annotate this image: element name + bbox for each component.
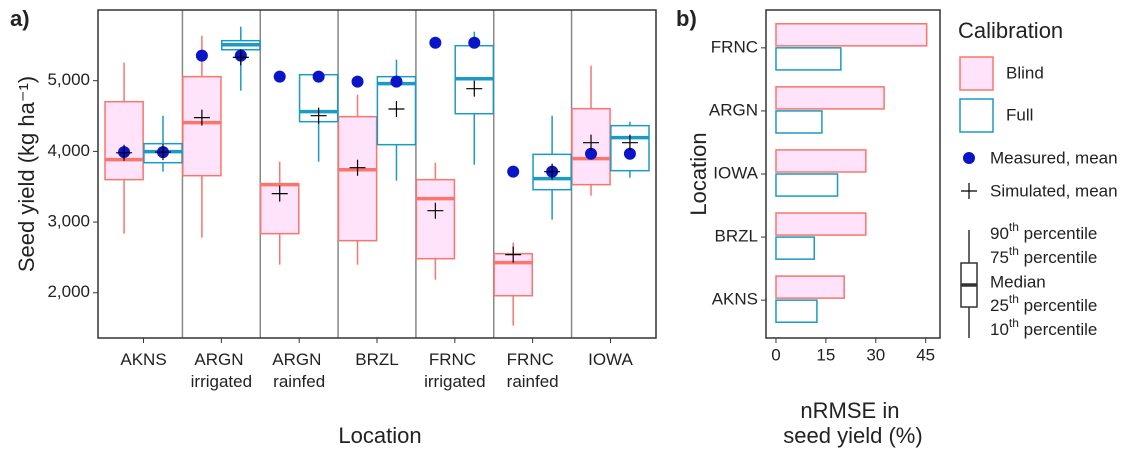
measured-mean: [351, 75, 364, 88]
y-tick-label: 5,000: [47, 70, 90, 89]
simulated-mean: [388, 100, 405, 117]
measured-mean: [390, 75, 403, 88]
simulated-mean: [271, 185, 288, 202]
y-tick-label: 3,000: [47, 212, 90, 231]
x-tick-label: FRNC rainfed: [507, 350, 559, 391]
y-tick-label: 4,000: [47, 141, 90, 160]
legend-label: Measured, mean: [990, 148, 1118, 167]
y-tick-label: FRNC: [711, 37, 758, 56]
x-tick-label: 15: [816, 345, 835, 364]
bar: [775, 110, 823, 134]
y-tick-label: BRZL: [715, 227, 758, 246]
x-tick-label: ARGN rainfed: [272, 350, 326, 391]
x-tick-label: FRNC irrigated: [424, 350, 485, 391]
measured-mean: [623, 147, 636, 160]
measured-mean: [468, 36, 481, 49]
bar: [775, 275, 845, 299]
box: [415, 178, 456, 260]
measured-mean: [507, 165, 520, 178]
legend-simulated: [961, 183, 977, 199]
x-tick-label: BRZL: [355, 350, 398, 369]
y-axis-title: Seed yield (kg ha⁻¹): [14, 76, 39, 272]
simulated-mean: [349, 159, 366, 176]
bar: [775, 86, 885, 110]
bar: [775, 212, 867, 236]
panel-label: a): [10, 6, 30, 31]
legend-box-label: 25th percentile: [990, 292, 1097, 315]
bar: [775, 299, 818, 323]
box: [182, 75, 222, 177]
bar: [775, 173, 839, 197]
simulated-mean: [310, 107, 327, 124]
plot-border: [765, 9, 941, 339]
x-tick-label: 45: [916, 345, 935, 364]
legend-label: Full: [1006, 105, 1033, 124]
simulated-mean: [621, 134, 638, 151]
x-tick-label: IOWA: [588, 350, 633, 369]
x-tick-label: ARGN irrigated: [191, 350, 252, 391]
bar: [775, 149, 867, 173]
panel-label: b): [676, 6, 697, 31]
box: [104, 100, 144, 181]
simulated-mean: [427, 202, 444, 219]
simulated-mean: [116, 144, 133, 161]
y-tick-label: ARGN: [709, 100, 758, 119]
simulated-mean: [583, 134, 600, 151]
y-tick-label: 2,000: [47, 282, 90, 301]
bar: [775, 47, 842, 71]
legend-label: Blind: [1006, 63, 1044, 82]
simulated-mean: [154, 144, 171, 161]
measured-mean: [312, 70, 325, 83]
x-tick-label: 30: [866, 345, 885, 364]
bar: [775, 23, 928, 47]
legend-label: Simulated, mean: [990, 181, 1118, 200]
legend-key: [959, 98, 994, 133]
x-tick-label: AKNS: [120, 350, 166, 369]
measured-mean: [273, 70, 286, 83]
legend-key: [959, 56, 994, 91]
simulated-mean: [193, 109, 210, 126]
bar: [775, 236, 815, 260]
x-axis-title: nRMSE in seed yield (%): [783, 398, 922, 448]
measured-mean: [195, 49, 208, 62]
plot-border: [97, 9, 657, 339]
legend-box-label: 75th percentile: [990, 244, 1097, 267]
simulated-mean: [505, 246, 522, 263]
x-axis-title: Location: [338, 423, 421, 448]
legend-box-label: 90th percentile: [990, 220, 1097, 243]
simulated-mean: [544, 163, 561, 180]
legend-title: Calibration: [958, 18, 1063, 43]
simulated-mean: [466, 80, 483, 97]
y-tick-label: IOWA: [713, 163, 758, 182]
box: [337, 115, 378, 242]
measured-mean: [585, 147, 598, 160]
legend-box-label: Median: [990, 272, 1046, 291]
simulated-mean: [232, 49, 249, 66]
y-axis-title: Location: [686, 132, 711, 215]
legend-measured: [963, 152, 975, 164]
legend-box-label: 10th percentile: [990, 316, 1097, 339]
measured-mean: [429, 36, 442, 49]
y-tick-label: AKNS: [712, 290, 758, 309]
x-tick-label: 0: [771, 345, 780, 364]
